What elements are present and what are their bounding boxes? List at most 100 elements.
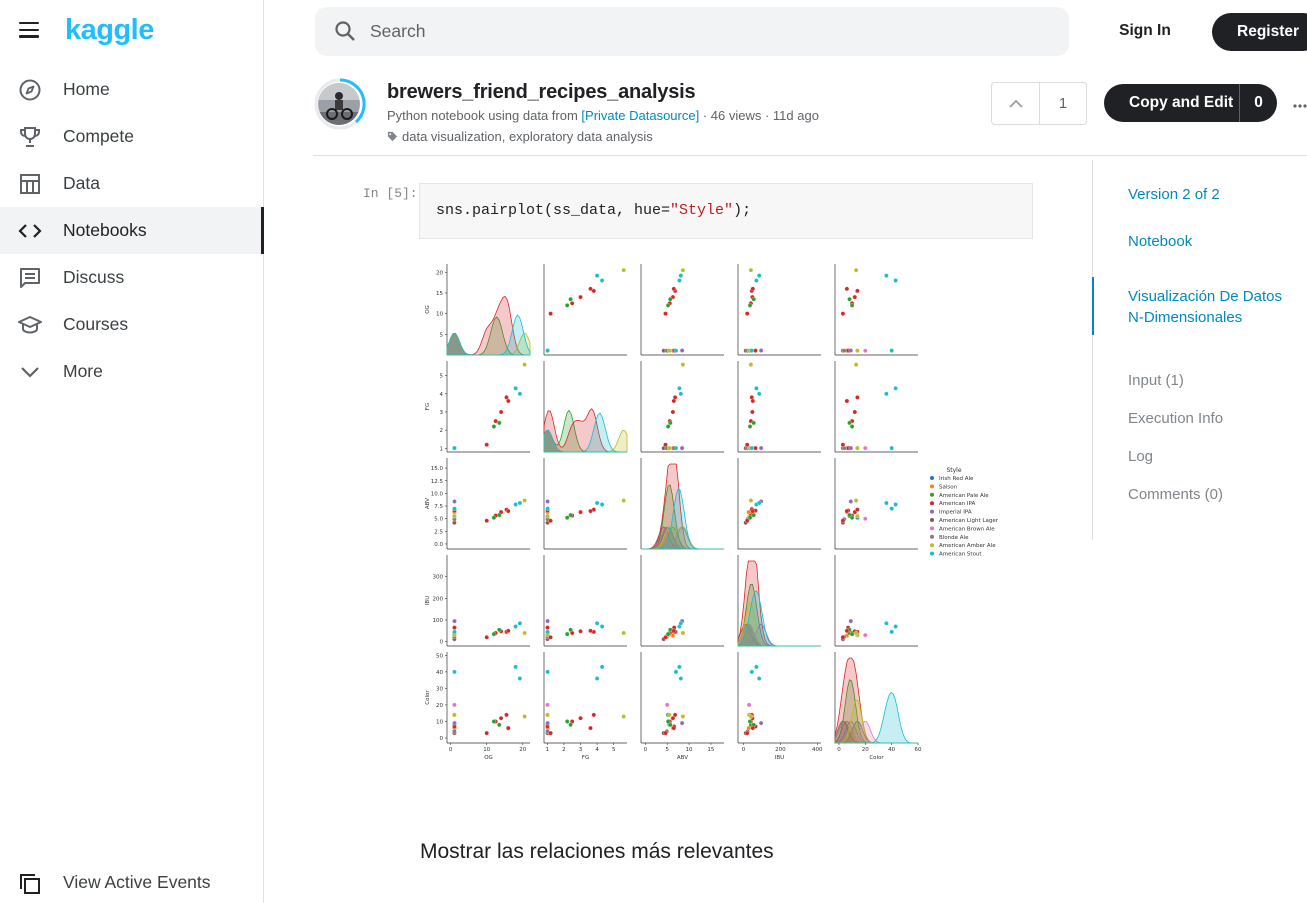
- tags-text[interactable]: data visualization, exploratory data ana…: [402, 129, 653, 144]
- scatter-point: [680, 362, 686, 367]
- scatter-point: [484, 635, 489, 640]
- y-tick-label: 15: [436, 291, 443, 297]
- code-cell[interactable]: sns.pairplot(ss_data, hue="Style");: [419, 183, 1033, 239]
- legend-label: American IPA: [939, 501, 976, 507]
- nav-item-discuss[interactable]: Discuss: [0, 254, 264, 301]
- x-axis-label: FG: [582, 755, 589, 761]
- scatter-point: [484, 442, 489, 447]
- scatter-point: [545, 712, 550, 718]
- code-icon: [18, 224, 42, 238]
- scatter-point: [758, 720, 764, 726]
- scatter-point: [847, 420, 852, 426]
- scatter-point: [588, 508, 593, 514]
- kaggle-logo[interactable]: kaggle: [65, 14, 154, 46]
- scatter-point: [452, 506, 457, 511]
- y-tick-label: 3: [440, 410, 444, 416]
- scatter-point: [522, 362, 527, 367]
- scatter-point: [747, 424, 753, 429]
- legend-title: Style: [946, 467, 961, 474]
- toc-notebook[interactable]: Notebook: [1128, 233, 1193, 250]
- panel-OG-IBU: [737, 264, 821, 356]
- toc-section[interactable]: Visualización De Datos N-Dimensionales: [1128, 288, 1282, 326]
- upvote-button[interactable]: [992, 83, 1040, 124]
- scatter-point: [517, 391, 523, 397]
- panel-FG-ABV: [640, 361, 724, 453]
- scatter-point: [663, 442, 668, 447]
- x-tick-label: 400: [812, 747, 823, 753]
- tag-icon: [387, 131, 398, 142]
- nav-item-more[interactable]: More: [0, 348, 264, 395]
- nav-label-home: Home: [63, 79, 110, 99]
- section-heading: Mostrar las relaciones más relevantes: [420, 840, 774, 863]
- scatter-point: [545, 348, 550, 353]
- x-tick-label: 20: [519, 747, 526, 753]
- scatter-point: [484, 518, 489, 523]
- scatter-point: [594, 500, 600, 506]
- nav-item-home[interactable]: Home: [0, 66, 264, 113]
- datasource-link[interactable]: [Private Datasource]: [581, 108, 700, 123]
- scatter-point: [671, 628, 677, 634]
- scatter-point: [847, 296, 852, 302]
- view-active-events[interactable]: View Active Events: [0, 860, 264, 903]
- nav-item-data[interactable]: Data: [0, 160, 264, 207]
- toc-version[interactable]: Version 2 of 2: [1128, 186, 1220, 203]
- scatter-point: [665, 303, 671, 308]
- toc-input[interactable]: Input (1): [1128, 372, 1184, 389]
- vote-widget: 1: [991, 82, 1087, 125]
- legend-label: American Brown Ale: [939, 526, 995, 532]
- scatter-point: [678, 391, 684, 397]
- avatar[interactable]: [314, 78, 366, 130]
- x-axis-label: Color: [869, 755, 884, 761]
- toc-execution-info[interactable]: Execution Info: [1128, 410, 1224, 427]
- scatter-point: [564, 303, 570, 308]
- scatter-point: [621, 498, 626, 503]
- scatter-point: [578, 715, 583, 721]
- scatter-point: [621, 267, 626, 273]
- scatter-point: [852, 409, 858, 415]
- nav-item-notebooks[interactable]: Notebooks: [0, 207, 264, 254]
- notebook-tags: data visualization, exploratory data ana…: [387, 129, 653, 144]
- search-bar[interactable]: [315, 7, 1069, 56]
- more-options-icon[interactable]: [1293, 103, 1307, 109]
- register-button[interactable]: Register: [1212, 13, 1307, 51]
- scatter-point: [884, 391, 889, 397]
- y-tick-label: 4: [440, 392, 444, 398]
- legend-marker: [930, 484, 934, 489]
- menu-icon[interactable]: [19, 22, 39, 42]
- scatter-point: [568, 627, 573, 633]
- kde-american-stout: [641, 487, 724, 550]
- copy-and-edit-button[interactable]: Copy and Edit 0: [1104, 84, 1277, 122]
- scatter-point: [497, 627, 502, 633]
- search-input[interactable]: [370, 15, 1050, 48]
- sign-in-button[interactable]: Sign In: [1119, 22, 1171, 39]
- panel-IBU-FG: [543, 555, 627, 647]
- scatter-point: [506, 398, 511, 404]
- nav-item-compete[interactable]: Compete: [0, 113, 264, 160]
- scatter-point: [747, 515, 753, 520]
- y-tick-label: 10.0: [431, 491, 444, 497]
- nav-label-courses: Courses: [63, 314, 129, 334]
- nav-item-courses[interactable]: Courses: [0, 301, 264, 348]
- scatter-point: [545, 702, 550, 708]
- scatter-point: [680, 630, 686, 636]
- scatter-point: [491, 719, 497, 724]
- x-axis-label: OG: [484, 755, 493, 761]
- panel-IBU-OG: 0 100 200 300 IBU: [425, 555, 530, 647]
- scatter-point: [504, 395, 509, 400]
- y-axis-label: IBU: [425, 596, 431, 605]
- scatter-point: [517, 621, 523, 626]
- scatter-point: [517, 500, 523, 506]
- search-icon: [335, 21, 355, 41]
- scatter-point: [522, 714, 527, 719]
- scatter-point: [852, 294, 858, 300]
- scatter-point: [884, 500, 889, 506]
- scatter-point: [452, 669, 457, 675]
- scatter-point: [840, 311, 846, 316]
- toc-log[interactable]: Log: [1128, 448, 1154, 465]
- scatter-point: [848, 445, 854, 451]
- y-tick-label: 5: [440, 332, 444, 338]
- toc-comments[interactable]: Comments (0): [1128, 486, 1224, 503]
- scatter-point: [863, 348, 868, 353]
- scatter-point: [756, 676, 762, 681]
- x-tick-label: 5: [612, 747, 616, 753]
